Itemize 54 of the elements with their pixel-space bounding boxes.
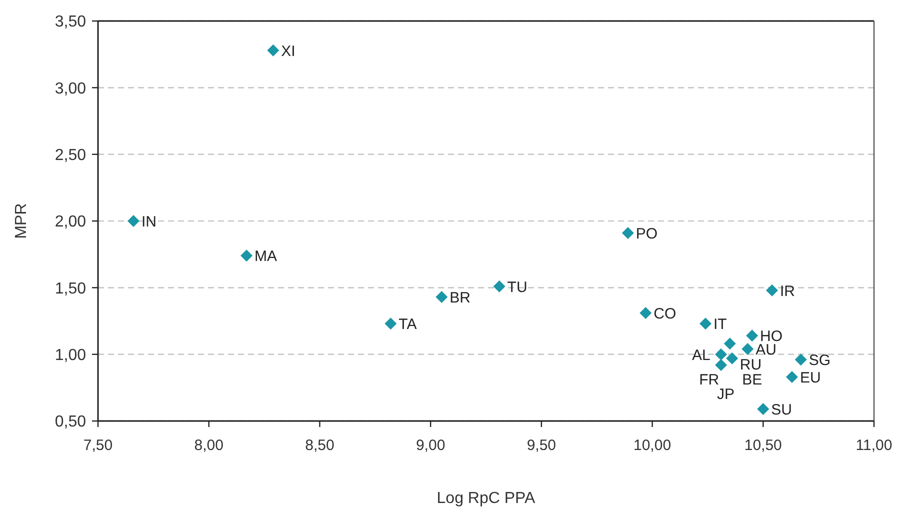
annotation: TU [507, 278, 528, 296]
point [640, 307, 652, 319]
annotation: IT [713, 316, 727, 334]
point [794, 354, 807, 366]
annotation: BR [450, 290, 471, 306]
annotation: PO [636, 226, 658, 242]
point [715, 348, 728, 360]
point [724, 338, 736, 350]
y-tick-label: 1,00 [54, 346, 86, 364]
x-tick-label: 8,50 [305, 437, 334, 454]
annotation: AL [692, 346, 710, 364]
point [622, 227, 634, 239]
annotation: TA [398, 316, 417, 334]
annotation: JP [717, 386, 735, 403]
y-axis-title: MPR [13, 203, 30, 239]
x-tick-label: 8,00 [194, 437, 224, 454]
point [699, 318, 712, 330]
annotation: XI [281, 42, 296, 60]
point [746, 330, 758, 342]
annotation: IR [780, 282, 796, 300]
x-tick-label: 10,00 [634, 437, 672, 454]
annotation: IN [141, 214, 156, 230]
y-tick-label: 0,50 [54, 414, 86, 431]
point [436, 291, 448, 303]
point [786, 371, 798, 383]
annotation: MA [254, 248, 278, 266]
x-tick-label: 9,50 [526, 437, 556, 454]
point [240, 250, 253, 262]
point [715, 359, 728, 371]
annotation: RU [740, 356, 762, 374]
y-tick-label: 1,50 [54, 280, 86, 298]
point [757, 403, 770, 415]
x-tick-label: 10,50 [744, 437, 782, 454]
x-tick-label: 11,00 [856, 437, 892, 454]
x-axis-title: Log RpC PPA [436, 490, 536, 507]
annotation: CO [654, 306, 676, 322]
y-tick-label: 2,50 [54, 146, 86, 164]
annotation: SU [771, 402, 792, 418]
y-tick-label: 3,00 [54, 80, 86, 98]
y-tick-label: 3,50 [54, 14, 86, 31]
x-tick-label: 7,50 [83, 437, 113, 454]
annotation: SG [808, 352, 831, 370]
annotation: EU [800, 370, 821, 386]
point [493, 280, 506, 292]
point [766, 284, 778, 296]
annotation: FR [699, 371, 720, 388]
y-tick-label: 2,00 [54, 214, 86, 231]
point [726, 352, 738, 364]
point [127, 215, 140, 227]
annotation: BE [742, 371, 762, 388]
point [742, 343, 754, 355]
point [384, 318, 397, 330]
x-tick-label: 9,00 [416, 437, 446, 454]
point [267, 44, 280, 56]
